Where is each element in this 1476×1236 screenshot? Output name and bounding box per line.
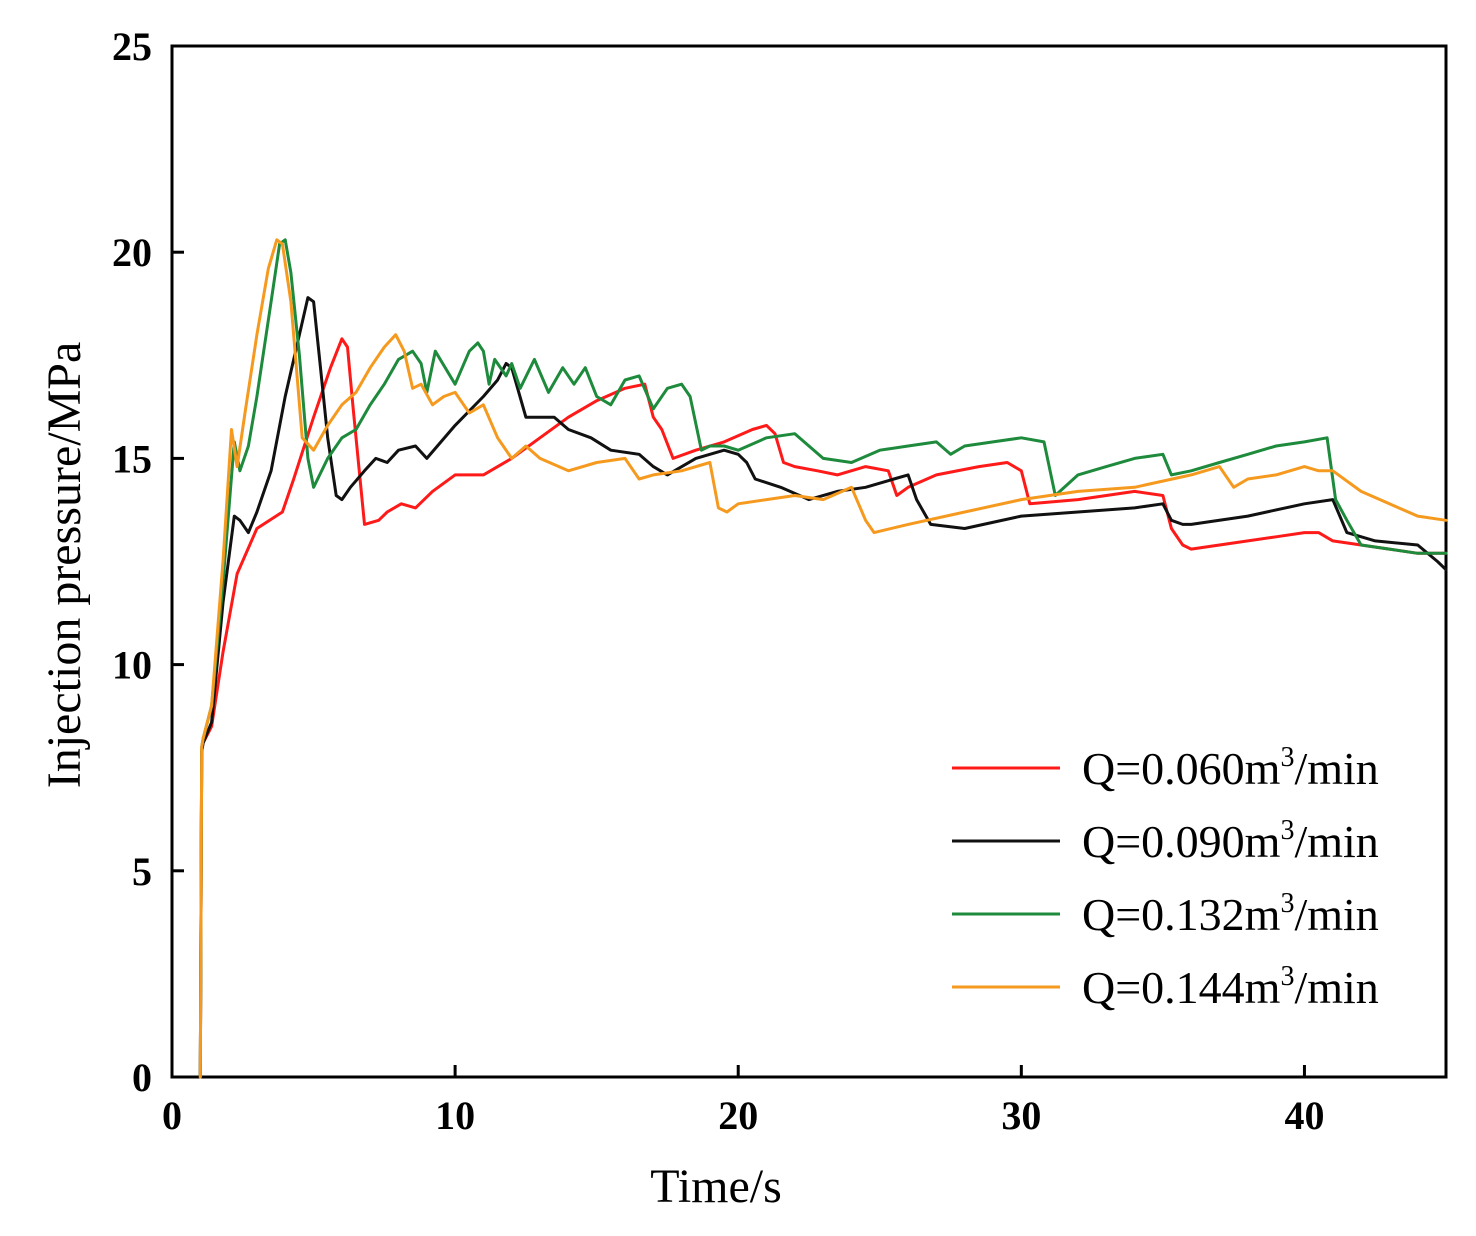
plot-frame [170, 44, 1448, 1079]
y-axis-ticks: 0 5 10 15 20 25 [112, 24, 184, 1100]
y-tick-label: 20 [112, 230, 152, 275]
legend-label-text: Q=0.090m [1082, 816, 1281, 867]
x-tick-label: 30 [1001, 1093, 1041, 1138]
legend-label-superscript: 3 [1280, 815, 1294, 846]
legend-label-4: Q=0.144m3/min [1082, 961, 1379, 1013]
legend-label-unit: /min [1294, 816, 1378, 867]
legend-label-text: Q=0.144m [1082, 962, 1281, 1013]
x-axis-ticks: 0 10 20 30 40 [162, 1065, 1324, 1138]
y-tick-label: 10 [112, 643, 152, 688]
legend-label-superscript: 3 [1280, 888, 1294, 919]
legend-label-text: Q=0.132m [1082, 889, 1281, 940]
legend-label-2: Q=0.090m3/min [1082, 815, 1379, 867]
legend-label-unit: /min [1294, 889, 1378, 940]
legend-label-superscript: 3 [1280, 742, 1294, 773]
legend: Q=0.060m3/minQ=0.090m3/minQ=0.132m3/minQ… [952, 742, 1379, 1013]
x-tick-label: 0 [162, 1093, 182, 1138]
legend-label-1: Q=0.060m3/min [1082, 742, 1379, 794]
x-tick-label: 40 [1284, 1093, 1324, 1138]
x-tick-label: 10 [435, 1093, 475, 1138]
series-layer [198, 238, 1448, 1079]
legend-label-unit: /min [1294, 743, 1378, 794]
series-line-3 [198, 238, 1448, 1079]
legend-label-text: Q=0.060m [1082, 743, 1281, 794]
x-axis-title: Time/s [650, 1160, 782, 1213]
legend-label-unit: /min [1294, 962, 1378, 1013]
y-axis-title: Injection pressure/MPa [38, 342, 91, 789]
y-tick-label: 25 [112, 24, 152, 69]
legend-label-3: Q=0.132m3/min [1082, 888, 1379, 940]
y-tick-label: 0 [132, 1055, 152, 1100]
legend-label-superscript: 3 [1280, 961, 1294, 992]
x-tick-label: 20 [718, 1093, 758, 1138]
y-tick-label: 15 [112, 436, 152, 481]
series-line-2 [198, 296, 1448, 1079]
y-tick-label: 5 [132, 849, 152, 894]
series-line-4 [198, 238, 1448, 1079]
